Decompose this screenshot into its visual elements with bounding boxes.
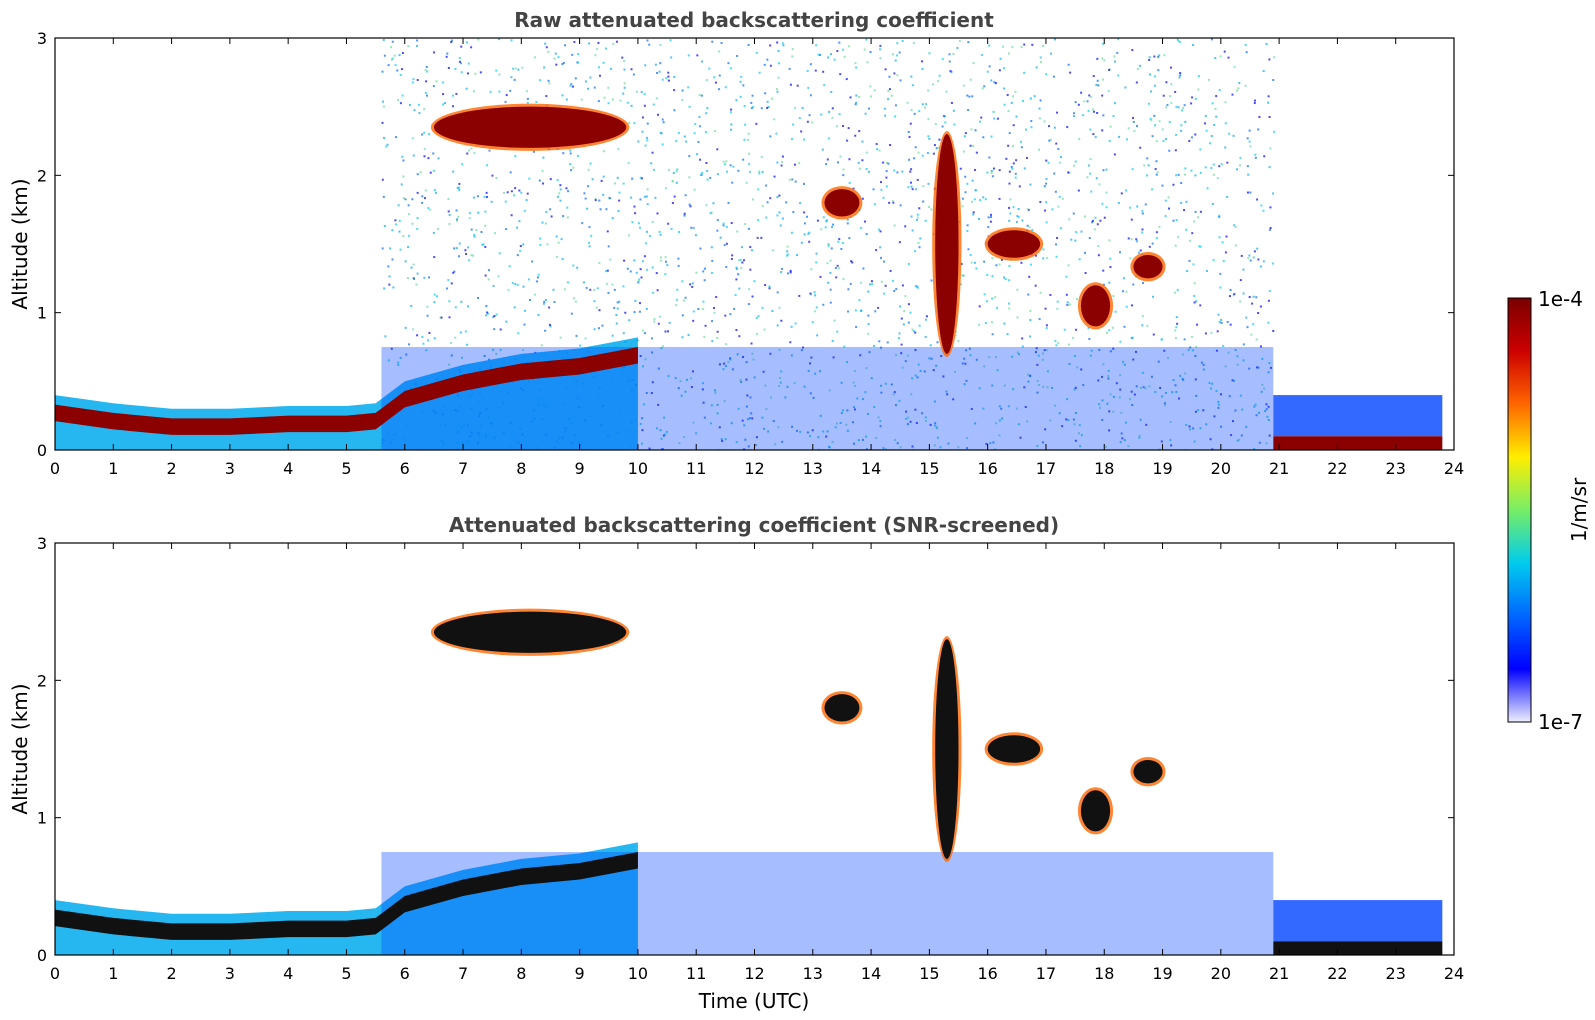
panel2-xtick-label: 21 (1269, 964, 1289, 983)
panel1-surface-aerosol (1273, 395, 1443, 437)
panel1-xtick-label: 0 (50, 459, 60, 478)
panel2-xtick-label: 7 (458, 964, 468, 983)
panel2-cloud (1080, 790, 1111, 832)
panel1-cloud (433, 106, 627, 148)
panel1-xtick-label: 2 (166, 459, 176, 478)
panel2-xtick-label: 6 (400, 964, 410, 983)
colorbar-fill (1507, 297, 1532, 723)
panel2-xtick-label: 13 (803, 964, 823, 983)
panel1-ytick-label: 2 (37, 166, 47, 185)
panel1-noise (381, 38, 1276, 450)
panel2-plot-area (55, 543, 1454, 955)
panel2-xtick-label: 22 (1327, 964, 1347, 983)
panel1-xtick-label: 13 (803, 459, 823, 478)
panel2-xtick-label: 10 (628, 964, 648, 983)
panel2-xtick-label: 24 (1444, 964, 1464, 983)
panel2-xtick-label: 8 (516, 964, 526, 983)
panel1-xtick-label: 10 (628, 459, 648, 478)
panel2-xtick-label: 20 (1211, 964, 1231, 983)
panel2-aerosol-region (381, 852, 1274, 955)
panel1-surface-layer (1273, 436, 1443, 450)
panel1-xtick-label: 24 (1444, 459, 1464, 478)
panel2-cloud (1133, 759, 1163, 784)
panel1-cloud (987, 230, 1041, 258)
panel2-xtick-label: 19 (1152, 964, 1172, 983)
panel2-xtick-label: 17 (1036, 964, 1056, 983)
panel2-xtick-label: 4 (283, 964, 293, 983)
panel1-cloud (935, 134, 959, 354)
panel2-background (55, 543, 1454, 955)
panel1-xtick-label: 14 (861, 459, 881, 478)
panel1-x-axis: 0 1 2 3 4 5 6 7 8 9 10 11 12 13 14 15 16 17 18 19 20 21 22 23 24 (50, 38, 1464, 478)
panel2-ytick-label: 0 (37, 946, 47, 965)
panel2-xtick-label: 12 (744, 964, 764, 983)
panel1-ytick-label: 1 (37, 304, 47, 323)
panel1-xtick-label: 15 (919, 459, 939, 478)
panel1-xtick-label: 17 (1036, 459, 1056, 478)
panel1-xtick-label: 23 (1386, 459, 1406, 478)
panel1-xtick-label: 8 (516, 459, 526, 478)
panel2-ytick-label: 1 (37, 809, 47, 828)
panel1-ylabel: Altitude (km) (8, 178, 32, 309)
panel2-y-axis: 0 1 2 3 (37, 534, 1454, 965)
panel2-xtick-label: 5 (341, 964, 351, 983)
panel2-cloud (433, 611, 627, 653)
panel2-ytick-label: 3 (37, 534, 47, 553)
panel1-xtick-label: 22 (1327, 459, 1347, 478)
panel2-x-axis: 0 1 2 3 4 5 6 7 8 9 10 11 12 13 14 15 16 17 18 19 20 21 22 23 24 (50, 543, 1464, 983)
panel1-background (55, 38, 1454, 450)
panel1-xtick-label: 12 (744, 459, 764, 478)
panel2-xtick-label: 1 (108, 964, 118, 983)
panel2-xtick-label: 16 (977, 964, 997, 983)
panel2-ylabel: Altitude (km) (8, 683, 32, 814)
panel1-xtick-label: 20 (1211, 459, 1231, 478)
panel1-xtick-label: 21 (1269, 459, 1289, 478)
panel2-surface-aerosol (1273, 900, 1443, 942)
panel2-xlabel: Time (UTC) (698, 989, 810, 1013)
panel2-title: Attenuated backscattering coefficient (S… (449, 513, 1059, 537)
panel2-ytick-label: 2 (37, 671, 47, 690)
panel1-xtick-label: 4 (283, 459, 293, 478)
panel1-xtick-label: 7 (458, 459, 468, 478)
panel1-xtick-label: 16 (977, 459, 997, 478)
panel1-aerosol-region (381, 347, 1274, 450)
panel2-xtick-label: 18 (1094, 964, 1114, 983)
panel1-xtick-label: 18 (1094, 459, 1114, 478)
panel1-cloud (824, 189, 860, 217)
panel1-xtick-label: 3 (225, 459, 235, 478)
panel2-cloud (987, 735, 1041, 763)
panel1-xtick-label: 19 (1152, 459, 1172, 478)
panel1-cloud (1080, 285, 1111, 327)
panel1-plot-area (55, 38, 1454, 450)
colorbar-min-label: 1e-7 (1538, 710, 1583, 734)
panel1-boundary-layer (55, 347, 638, 435)
panel2-xtick-label: 9 (575, 964, 585, 983)
panel2-xtick-label: 11 (686, 964, 706, 983)
panel2-surface-layer (1273, 941, 1443, 955)
panel2-xtick-label: 3 (225, 964, 235, 983)
panel1-ytick-label: 0 (37, 441, 47, 460)
panel1-xtick-label: 5 (341, 459, 351, 478)
panel1-title: Raw attenuated backscattering coefficien… (514, 8, 994, 32)
panel1-xtick-label: 9 (575, 459, 585, 478)
panel2-xtick-label: 0 (50, 964, 60, 983)
panel2-cloud (935, 639, 959, 859)
colorbar-unit-label: 1/m/sr (1567, 477, 1591, 542)
panel1-cloud (1133, 254, 1163, 279)
panel1-ytick-label: 3 (37, 29, 47, 48)
panel1-y-axis: 0 1 2 3 (37, 29, 1454, 460)
panel2-xtick-label: 15 (919, 964, 939, 983)
panel2-boundary-layer (55, 852, 638, 940)
panel1-xtick-label: 6 (400, 459, 410, 478)
panel2-cloud (824, 694, 860, 722)
panel2-xtick-label: 14 (861, 964, 881, 983)
panel1-xtick-label: 11 (686, 459, 706, 478)
panel2-xtick-label: 23 (1386, 964, 1406, 983)
panel2-xtick-label: 2 (166, 964, 176, 983)
colorbar-max-label: 1e-4 (1538, 287, 1583, 311)
panel1-xtick-label: 1 (108, 459, 118, 478)
